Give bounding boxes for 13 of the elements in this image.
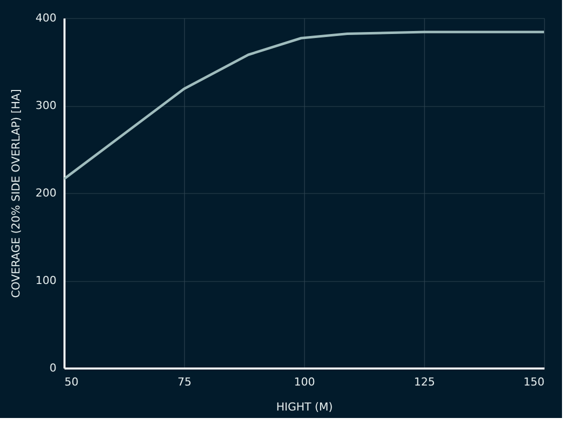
x-tick-label: 50: [64, 376, 78, 388]
y-axis-title: COVERAGE (20% SIDE OVERLAP) [HA]: [10, 89, 23, 298]
y-tick-label: 300: [36, 99, 56, 112]
x-tick-label: 100: [294, 376, 315, 388]
x-tick-label: 150: [524, 376, 544, 388]
x-tick-label: 75: [178, 376, 192, 388]
line-series: [64, 30, 544, 180]
y-tick-label: 400: [36, 12, 56, 24]
y-tick-label: 100: [36, 274, 56, 287]
y-tick-label: 200: [36, 186, 56, 200]
y-tick-label: 0: [50, 362, 56, 374]
x-tick-label: 125: [414, 376, 435, 388]
x-axis-title: HIGHT (M): [276, 400, 333, 414]
